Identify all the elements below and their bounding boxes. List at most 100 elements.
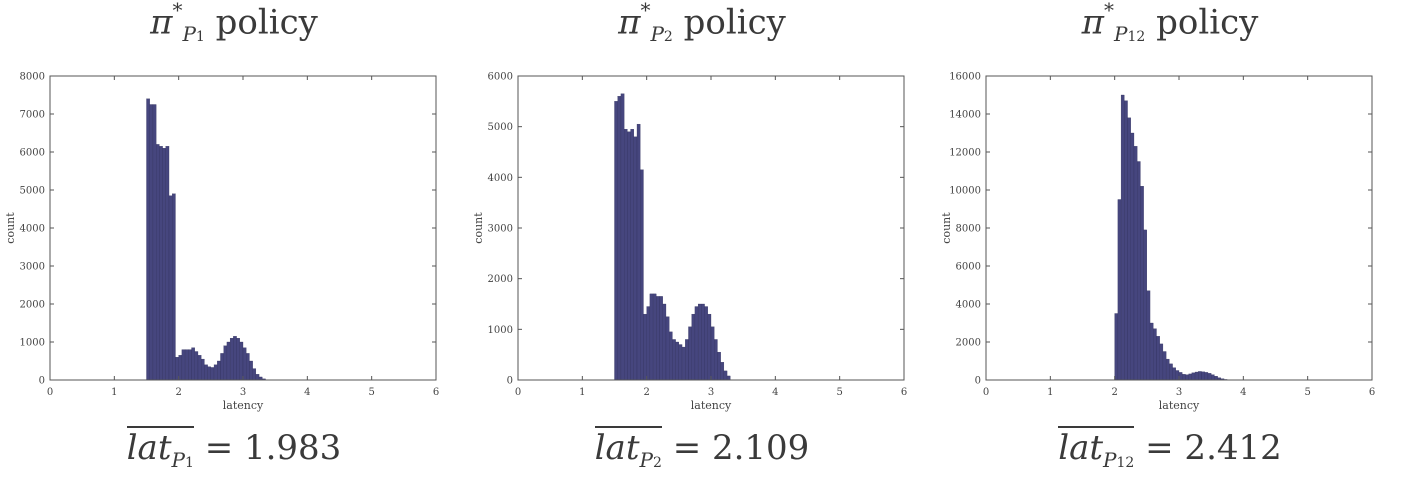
histogram-bar xyxy=(159,146,163,381)
y-tick-label: 2000 xyxy=(488,274,513,285)
histogram-bar xyxy=(1114,313,1119,381)
histogram-bar xyxy=(1204,372,1209,381)
histogram-bar xyxy=(630,129,634,381)
histogram-bar xyxy=(204,364,208,381)
histogram-bar xyxy=(217,360,221,381)
x-tick-label: 5 xyxy=(368,387,374,398)
histogram-bar xyxy=(1172,367,1176,381)
histogram-bar xyxy=(1153,328,1157,381)
histogram-bar xyxy=(1120,94,1125,381)
histogram-chart-3: 0 1 2 3 4 5 6 0 2000 4000 6000 8000 10000 12000 14000 1… xyxy=(940,72,1375,413)
mean-latency-value-3: = 2.412 xyxy=(1145,428,1282,468)
histogram-bar xyxy=(640,169,644,381)
histogram-bar xyxy=(701,303,705,381)
x-tick-label: 0 xyxy=(515,387,521,398)
y-axis-label: count xyxy=(472,212,485,244)
y-tick-label: 3000 xyxy=(20,262,45,273)
histogram-bar xyxy=(191,347,195,381)
histogram-chart-2: 0 1 2 3 4 5 6 0 1000 2000 3000 4000 5000 6000 latency c… xyxy=(472,72,907,413)
bars xyxy=(146,98,266,381)
y-tick-label: 5000 xyxy=(488,122,513,133)
x-tick-label: 3 xyxy=(708,387,714,398)
histogram-bar xyxy=(675,341,679,381)
mean-latency-formula-1: latP1 = 1.983 xyxy=(126,426,342,472)
histogram-bar xyxy=(1211,374,1215,381)
x-tick-label: 0 xyxy=(47,387,53,398)
histogram-bar xyxy=(723,370,728,381)
histogram-bar xyxy=(1165,358,1170,381)
chart-panel-2: π*P2 policy 0 1 2 3 4 5 6 0 1000 2000 3000 4000 5000… xyxy=(468,0,936,482)
histogram-bar xyxy=(656,296,660,381)
histogram-bar xyxy=(162,148,166,381)
histogram-bar xyxy=(720,362,725,381)
x-axis-label: latency xyxy=(1159,399,1200,412)
y-tick-label: 7000 xyxy=(20,110,45,121)
histogram-bar xyxy=(1198,371,1202,381)
histogram-bar xyxy=(710,326,715,381)
histogram-bar xyxy=(717,351,721,381)
y-tick-label: 2000 xyxy=(956,338,981,349)
histogram-bar xyxy=(649,293,654,381)
histogram-bar xyxy=(1159,343,1164,381)
y-tick-label: 16000 xyxy=(949,72,981,83)
histogram-bar xyxy=(194,351,199,381)
histogram-bar xyxy=(704,306,708,381)
histogram-bar xyxy=(694,306,699,381)
histogram-bar xyxy=(223,345,228,381)
histogram-bar xyxy=(714,339,718,381)
x-tick-label: 6 xyxy=(433,387,439,398)
x-tick-label: 3 xyxy=(1176,387,1182,398)
histogram-bar xyxy=(659,296,663,381)
x-tick-label: 3 xyxy=(240,387,246,398)
histogram-bar xyxy=(184,349,189,381)
histogram-bar xyxy=(210,367,215,381)
x-tick-label: 2 xyxy=(643,387,649,398)
histogram-bar xyxy=(1124,100,1128,381)
x-tick-label: 2 xyxy=(175,387,181,398)
chart-title-3: π*P12 policy xyxy=(1081,0,1259,47)
x-tick-label: 1 xyxy=(111,387,117,398)
x-tick-label: 5 xyxy=(1304,387,1310,398)
histogram-bar xyxy=(646,306,651,381)
y-tick-label: 0 xyxy=(507,376,513,387)
histogram-bar xyxy=(188,349,192,381)
y-tick-label: 0 xyxy=(39,376,45,387)
histogram-bar xyxy=(685,339,689,381)
y-tick-label: 6000 xyxy=(956,262,981,273)
histogram-bar xyxy=(643,313,647,381)
y-tick-label: 1000 xyxy=(20,338,45,349)
histogram-bar xyxy=(1133,146,1138,381)
mean-latency-formula-2: latP2 = 2.109 xyxy=(594,426,810,472)
x-tick-label: 4 xyxy=(304,387,310,398)
y-tick-label: 8000 xyxy=(956,224,981,235)
histogram-bar xyxy=(669,331,673,381)
y-tick-label: 5000 xyxy=(20,186,45,197)
x-tick-label: 2 xyxy=(1111,387,1117,398)
y-tick-label: 1000 xyxy=(488,325,513,336)
bars xyxy=(1114,94,1228,381)
y-tick-label: 4000 xyxy=(956,300,981,311)
mean-latency-value-1: = 1.983 xyxy=(204,428,342,468)
histogram-bar xyxy=(181,349,186,381)
histogram-bar xyxy=(1185,374,1189,381)
y-tick-label: 10000 xyxy=(949,186,981,197)
histogram-bar xyxy=(627,131,631,381)
x-tick-label: 6 xyxy=(901,387,907,398)
histogram-bar xyxy=(197,355,202,381)
histogram-bar xyxy=(691,313,696,381)
y-tick-label: 0 xyxy=(975,376,981,387)
histogram-bar xyxy=(1149,322,1154,381)
histogram-bar xyxy=(1140,186,1144,381)
mean-latency-value-2: = 2.109 xyxy=(672,428,810,468)
histogram-bar xyxy=(152,104,157,381)
histogram-bar xyxy=(207,366,211,381)
y-tick-label: 4000 xyxy=(488,173,513,184)
histogram-bar xyxy=(1201,371,1205,381)
histogram-bar xyxy=(672,339,676,381)
y-tick-label: 6000 xyxy=(20,148,45,159)
x-tick-label: 4 xyxy=(772,387,778,398)
histogram-bar xyxy=(1194,371,1199,381)
histogram-bar xyxy=(652,293,657,381)
y-tick-label: 4000 xyxy=(20,224,45,235)
histogram-bar xyxy=(1117,199,1122,381)
